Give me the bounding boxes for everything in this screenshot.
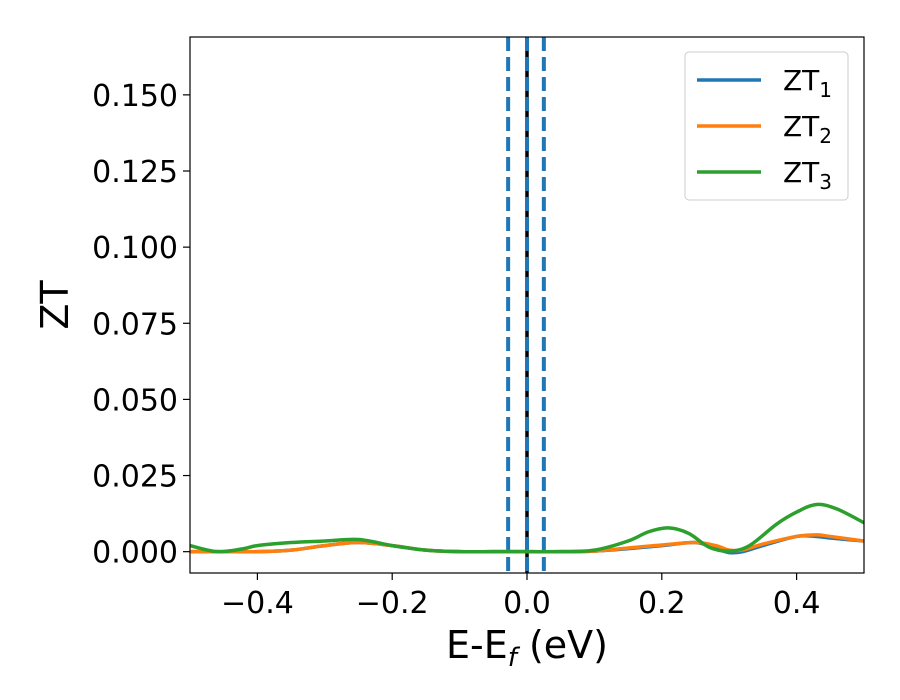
series-lines xyxy=(190,502,864,555)
y-axis-ticks: 0.000 0.025 0.050 0.075 0.100 0.125 0.150 xyxy=(92,79,190,571)
y-tick-label: 0.125 xyxy=(92,155,178,190)
x-tick-label: 0.0 xyxy=(503,586,551,621)
y-tick-label: 0.000 xyxy=(92,536,178,571)
x-tick-label: 0.4 xyxy=(773,586,821,621)
legend-label-zt1: ZT1 xyxy=(783,64,832,102)
series-line-zt3 xyxy=(190,502,864,554)
y-tick-label: 0.150 xyxy=(92,79,178,114)
vertical-lines xyxy=(506,37,546,573)
y-tick-label: 0.025 xyxy=(92,460,178,495)
x-axis-ticks: −0.4 −0.2 0.0 0.2 0.4 xyxy=(221,573,820,621)
x-tick-label: −0.2 xyxy=(356,586,429,621)
y-tick-label: 0.050 xyxy=(92,383,178,418)
y-tick-label: 0.075 xyxy=(92,307,178,342)
y-tick-label: 0.100 xyxy=(92,231,178,266)
x-axis-label: E-Ef (eV) xyxy=(446,623,608,673)
legend-label-zt3: ZT3 xyxy=(783,156,832,194)
y-axis-label: ZT xyxy=(33,280,77,330)
legend: ZT1 ZT2 ZT3 xyxy=(684,51,849,201)
legend-frame xyxy=(684,51,849,201)
x-tick-label: 0.2 xyxy=(638,586,686,621)
x-tick-label: −0.4 xyxy=(221,586,294,621)
legend-label-zt2: ZT2 xyxy=(783,110,832,148)
